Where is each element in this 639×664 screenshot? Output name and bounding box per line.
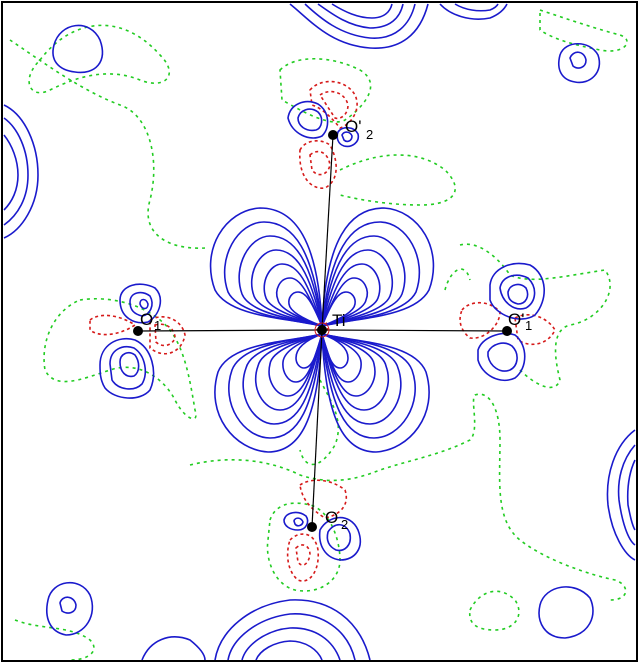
atom-o-top — [328, 130, 338, 140]
positive-contour — [559, 44, 600, 83]
atom-labels: Ti O 1 O' 1 O' 2 O 2 — [140, 117, 532, 532]
positive-contour — [53, 25, 102, 72]
zero-contour — [10, 40, 205, 248]
positive-contour — [215, 600, 370, 660]
positive-contour — [256, 641, 322, 660]
zero-contour — [29, 25, 169, 92]
positive-contour — [228, 614, 355, 660]
positive-contour — [4, 135, 18, 210]
positive-contour — [140, 300, 148, 309]
positive-contour — [47, 583, 93, 635]
positive-contour — [215, 334, 322, 452]
positive-contour — [455, 4, 498, 11]
positive-contour — [332, 4, 392, 18]
zero-contour — [190, 394, 626, 600]
atom-ti — [317, 325, 327, 335]
positive-contour — [539, 587, 593, 638]
positive-contour — [305, 4, 415, 38]
zero-contour — [445, 269, 470, 290]
positive-contour — [508, 285, 528, 304]
positive-contour — [120, 353, 139, 377]
positive-contour — [488, 343, 517, 371]
positive-contour — [4, 105, 38, 238]
positive-contour — [4, 118, 28, 225]
label-o-top: O' — [345, 117, 361, 136]
label-o-bottom: O — [325, 508, 338, 527]
positive-contour — [60, 597, 76, 613]
positive-contour — [284, 513, 308, 530]
atom-o-bottom — [307, 522, 317, 532]
negative-contour — [320, 92, 348, 119]
negative-contour — [300, 480, 346, 518]
zero-contour — [340, 155, 455, 205]
positive-contour — [294, 518, 303, 526]
positive-contour — [242, 628, 340, 660]
label-ti: Ti — [332, 311, 346, 330]
bond-ti-o-left — [138, 330, 322, 331]
positive-contour — [142, 637, 205, 660]
label-o-top-sub: 2 — [366, 127, 373, 142]
negative-contour — [310, 152, 330, 175]
positive-contour — [628, 460, 635, 530]
zero-contour — [15, 620, 94, 660]
label-o-left-sub: 1 — [154, 318, 161, 333]
zero-contour — [470, 591, 519, 630]
positive-contour — [298, 109, 322, 130]
negative-contour — [296, 545, 310, 565]
label-o-right-sub: 1 — [525, 318, 532, 333]
positive-contour — [570, 52, 586, 68]
label-o-right: O' — [508, 310, 524, 329]
label-o-bottom-sub: 2 — [341, 517, 348, 532]
negative-contour — [288, 534, 319, 581]
bond-ti-o-right — [322, 330, 507, 331]
label-o-left: O — [140, 310, 153, 329]
positive-contour — [619, 445, 635, 545]
